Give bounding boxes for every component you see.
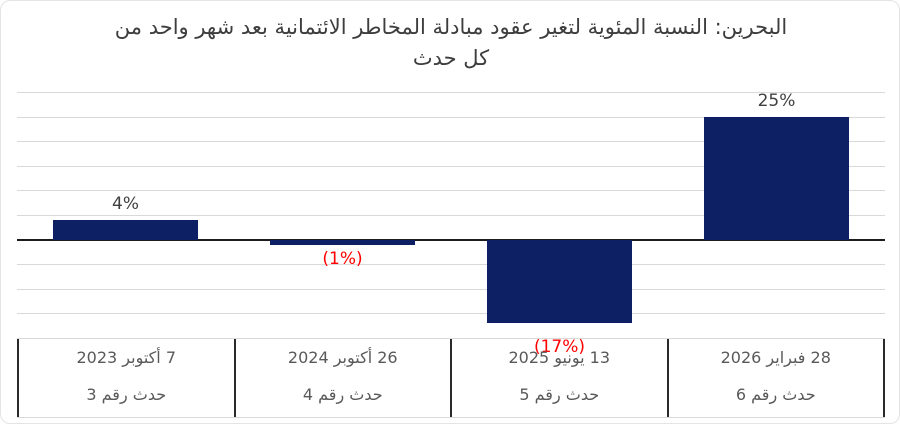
gridline (17, 165, 885, 167)
plot-area: 4% (1%) (17%) 25% (17, 90, 885, 357)
gridline (17, 215, 885, 216)
axis-category-event: حدث رقم 6 (735, 385, 816, 404)
axis-category-1: 7 أكتوبر 2023 حدث رقم 3 (17, 339, 234, 417)
axis-category-2: 26 أكتوبر 2024 حدث رقم 4 (233, 339, 451, 417)
data-label-3: (17%) (533, 337, 586, 358)
axis-category-date: 7 أكتوبر 2023 (76, 348, 176, 367)
gridline (17, 190, 885, 192)
bar-event-4 (704, 116, 849, 240)
bar-event-3 (487, 239, 632, 324)
data-label-2: (1%) (322, 248, 363, 269)
data-label-1: 4% (112, 193, 139, 214)
data-label-4: 25% (757, 90, 796, 111)
bar-event-2 (270, 239, 415, 245)
axis-category-event: حدث رقم 4 (302, 385, 383, 404)
zero-axis-line (17, 238, 885, 241)
gridline (17, 288, 885, 290)
axis-category-3: 13 يونيو 2025 حدث رقم 5 (450, 339, 667, 417)
chart-title: البحرين: النسبة المئوية لتغير عقود مبادل… (114, 15, 788, 70)
axis-category-date: 28 فبراير 2026 (720, 348, 831, 367)
axis-category-date: 26 أكتوبر 2024 (287, 348, 398, 367)
gridline (17, 313, 885, 315)
gridline (17, 264, 885, 266)
gridline (17, 141, 885, 143)
gridline (17, 92, 885, 93)
axis-category-event: حدث رقم 3 (86, 385, 167, 404)
axis-category-4: 28 فبراير 2026 حدث رقم 6 (666, 339, 885, 417)
bar-event-1 (53, 219, 198, 240)
category-axis-table: 7 أكتوبر 2023 حدث رقم 3 26 أكتوبر 2024 حدث … (17, 338, 885, 418)
gridline (17, 116, 885, 118)
axis-category-event: حدث رقم 5 (519, 385, 600, 404)
axis-category-date: 13 يونيو 2025 (508, 348, 610, 367)
